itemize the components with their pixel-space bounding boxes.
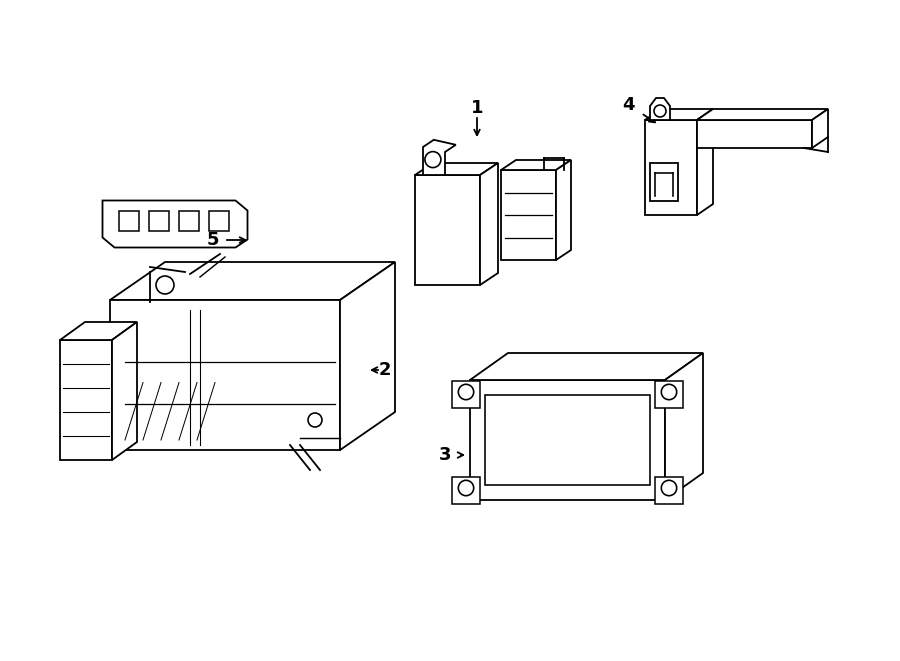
Polygon shape: [650, 163, 678, 201]
Bar: [655, 477, 683, 504]
Text: 4: 4: [622, 96, 634, 114]
Bar: [485, 395, 650, 485]
Polygon shape: [645, 120, 697, 215]
Bar: [149, 211, 169, 231]
Polygon shape: [556, 160, 571, 260]
Polygon shape: [501, 160, 571, 170]
Circle shape: [156, 276, 174, 294]
Bar: [655, 381, 683, 408]
Polygon shape: [650, 98, 670, 120]
Polygon shape: [110, 300, 340, 450]
Circle shape: [654, 105, 666, 117]
Bar: [209, 211, 229, 231]
Polygon shape: [415, 175, 480, 285]
Polygon shape: [60, 340, 112, 460]
Text: 2: 2: [379, 361, 392, 379]
Circle shape: [662, 384, 677, 400]
Polygon shape: [697, 120, 812, 148]
Polygon shape: [340, 262, 395, 450]
Polygon shape: [423, 139, 455, 175]
Polygon shape: [665, 353, 703, 500]
Circle shape: [458, 481, 473, 496]
Polygon shape: [60, 322, 137, 340]
Polygon shape: [110, 262, 395, 300]
Polygon shape: [415, 163, 498, 175]
Bar: [119, 211, 139, 231]
Polygon shape: [697, 109, 713, 215]
Polygon shape: [697, 109, 828, 120]
Bar: [452, 477, 480, 504]
Polygon shape: [470, 380, 665, 500]
Circle shape: [662, 481, 677, 496]
Polygon shape: [112, 322, 137, 460]
Text: 3: 3: [439, 446, 451, 464]
Polygon shape: [501, 170, 556, 260]
Circle shape: [458, 384, 473, 400]
Text: 1: 1: [471, 99, 483, 117]
Circle shape: [425, 151, 441, 168]
Polygon shape: [103, 200, 248, 247]
Polygon shape: [470, 353, 703, 380]
Circle shape: [308, 413, 322, 427]
Bar: [179, 211, 199, 231]
Polygon shape: [645, 109, 713, 120]
Polygon shape: [812, 109, 828, 148]
Bar: [452, 381, 480, 408]
Polygon shape: [480, 163, 498, 285]
Text: 5: 5: [207, 231, 220, 249]
